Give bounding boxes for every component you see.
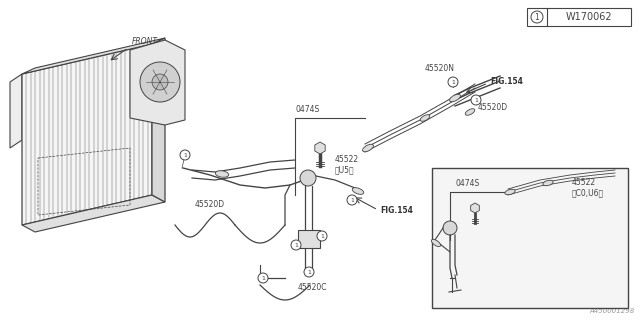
- Circle shape: [317, 231, 327, 241]
- Ellipse shape: [505, 189, 515, 195]
- Polygon shape: [152, 38, 165, 202]
- Ellipse shape: [362, 144, 374, 152]
- Text: FIG.154: FIG.154: [490, 76, 523, 85]
- Polygon shape: [22, 38, 165, 74]
- Text: 1: 1: [307, 269, 311, 275]
- Polygon shape: [22, 195, 165, 232]
- Polygon shape: [22, 44, 152, 225]
- Polygon shape: [470, 203, 479, 213]
- Circle shape: [180, 150, 190, 160]
- Text: 45520N: 45520N: [425, 64, 455, 73]
- Ellipse shape: [465, 109, 475, 115]
- Ellipse shape: [352, 188, 364, 194]
- Polygon shape: [10, 74, 22, 148]
- Circle shape: [258, 273, 268, 283]
- Text: 1: 1: [183, 153, 187, 157]
- Ellipse shape: [543, 180, 553, 186]
- Bar: [432, 168, 628, 308]
- Ellipse shape: [420, 115, 430, 121]
- Circle shape: [291, 240, 301, 250]
- Text: 45520C: 45520C: [298, 283, 328, 292]
- Text: 1: 1: [474, 98, 478, 102]
- Text: 45522
〈C0,U6〉: 45522 〈C0,U6〉: [572, 178, 604, 198]
- Circle shape: [304, 267, 314, 277]
- Text: FRONT: FRONT: [132, 37, 158, 46]
- Text: 1: 1: [350, 197, 354, 203]
- Text: 45520D: 45520D: [195, 200, 225, 209]
- Text: 1: 1: [534, 12, 540, 21]
- Circle shape: [471, 95, 481, 105]
- Text: 1: 1: [261, 276, 265, 281]
- Ellipse shape: [431, 239, 440, 247]
- Ellipse shape: [215, 171, 228, 177]
- Polygon shape: [315, 142, 325, 154]
- Polygon shape: [130, 40, 185, 125]
- Text: 45520D: 45520D: [478, 102, 508, 111]
- Circle shape: [347, 195, 357, 205]
- Text: 45522
〈U5〉: 45522 〈U5〉: [335, 155, 359, 174]
- Text: 1: 1: [451, 79, 455, 84]
- Text: 1: 1: [294, 243, 298, 247]
- Circle shape: [531, 11, 543, 23]
- Text: FIG.154: FIG.154: [380, 205, 413, 214]
- Circle shape: [152, 74, 168, 90]
- Circle shape: [448, 77, 458, 87]
- Circle shape: [140, 62, 180, 102]
- Text: 0474S: 0474S: [295, 105, 319, 114]
- Text: 1: 1: [320, 234, 324, 238]
- Circle shape: [300, 170, 316, 186]
- Circle shape: [443, 221, 457, 235]
- Text: W170062: W170062: [566, 12, 612, 22]
- Ellipse shape: [449, 94, 460, 102]
- Text: 0474S: 0474S: [455, 179, 479, 188]
- Bar: [298, 230, 320, 248]
- Bar: [527, 8, 631, 26]
- Text: A450001298: A450001298: [589, 308, 635, 314]
